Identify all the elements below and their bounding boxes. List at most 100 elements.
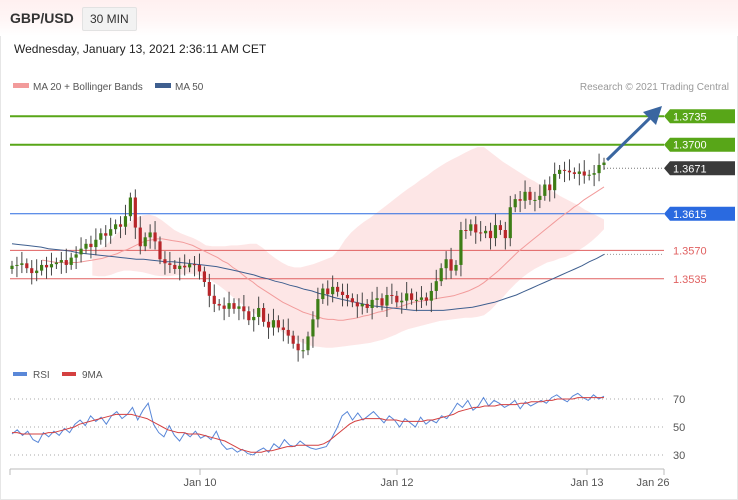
candle-body	[365, 303, 369, 308]
candle-body	[84, 243, 88, 249]
candle-body	[128, 197, 132, 217]
candle-body	[118, 224, 123, 227]
candle-body	[153, 232, 157, 242]
candle	[192, 256, 197, 277]
candle	[197, 253, 202, 280]
level-label: 1.3570	[673, 245, 707, 257]
candle-body	[543, 184, 547, 196]
candle-body	[459, 230, 463, 265]
candle	[410, 288, 414, 305]
candle-body	[488, 230, 493, 239]
candle-body	[548, 184, 552, 191]
candle-body	[227, 303, 231, 309]
candle-body	[30, 268, 34, 274]
candle-body	[419, 297, 424, 300]
candle-body	[192, 264, 197, 266]
candle	[15, 256, 19, 278]
candle-body	[558, 169, 562, 174]
candle-body	[247, 311, 251, 321]
candle-body	[69, 257, 73, 265]
candle	[306, 331, 310, 356]
candle	[419, 286, 424, 308]
candle-body	[207, 282, 211, 296]
candle	[296, 335, 300, 362]
candle	[64, 248, 68, 274]
candle-body	[454, 264, 458, 271]
candle	[158, 236, 162, 265]
candle	[572, 167, 576, 179]
candle-body	[562, 169, 567, 171]
candle-body	[257, 308, 261, 317]
candle-body	[326, 288, 330, 295]
candle	[89, 235, 93, 259]
candle	[562, 161, 567, 183]
level-label: 1.3615	[673, 209, 707, 221]
candle-body	[158, 241, 162, 260]
candle	[326, 280, 330, 306]
candle	[400, 292, 404, 314]
candle	[291, 330, 295, 349]
candle	[276, 315, 280, 333]
bollinger-band	[92, 147, 605, 348]
candle-body	[301, 350, 305, 352]
candle-body	[434, 281, 438, 291]
level-tag	[664, 206, 735, 221]
candle	[390, 283, 394, 304]
legend-swatch-9ma	[62, 372, 76, 376]
candle	[503, 221, 507, 250]
candle	[597, 153, 601, 182]
candle-body	[567, 170, 572, 173]
candle	[59, 251, 63, 274]
candle	[493, 213, 498, 247]
candle-body	[212, 295, 216, 304]
level-label: 1.3700	[673, 140, 707, 152]
candle	[207, 273, 211, 308]
candle-body	[64, 260, 68, 265]
candle-body	[345, 295, 350, 299]
candle-body	[424, 297, 428, 301]
candle	[331, 275, 335, 303]
candle-body	[518, 199, 522, 201]
candle	[188, 259, 192, 273]
legend-label-bollinger: MA 20 + Bollinger Bands	[33, 82, 143, 93]
candle-body	[276, 320, 280, 328]
candle	[340, 283, 345, 307]
candle	[469, 219, 473, 236]
candle-body	[237, 306, 241, 309]
candle	[533, 191, 537, 212]
candle-body	[143, 237, 147, 247]
candle	[114, 219, 118, 235]
candle-body	[380, 298, 384, 306]
legend-label-rsi: RSI	[33, 370, 50, 381]
candle-body	[311, 319, 315, 337]
candle	[222, 297, 226, 321]
candle	[212, 284, 216, 313]
candlesticks	[10, 153, 606, 362]
candle	[567, 159, 572, 181]
candle	[370, 291, 374, 320]
candle	[484, 225, 488, 239]
candle	[266, 313, 271, 339]
candle	[44, 256, 49, 279]
candle	[138, 216, 142, 255]
timeframe-button[interactable]: 30 MIN	[82, 7, 137, 31]
candle-body	[123, 216, 128, 227]
candle-body	[331, 286, 335, 295]
candle	[587, 169, 591, 181]
candle	[99, 228, 103, 245]
candle-body	[572, 172, 576, 174]
candle	[252, 308, 256, 332]
candle-body	[350, 298, 354, 303]
level-label: 1.3535	[673, 274, 707, 286]
candle	[163, 251, 167, 275]
candle-body	[597, 165, 601, 174]
ma20-line	[42, 186, 605, 321]
candle-body	[44, 264, 49, 268]
candle	[242, 295, 246, 320]
candle-body	[528, 191, 532, 200]
candle	[84, 238, 88, 254]
candle-body	[553, 173, 557, 191]
candle-body	[592, 173, 596, 175]
candle	[183, 254, 187, 276]
